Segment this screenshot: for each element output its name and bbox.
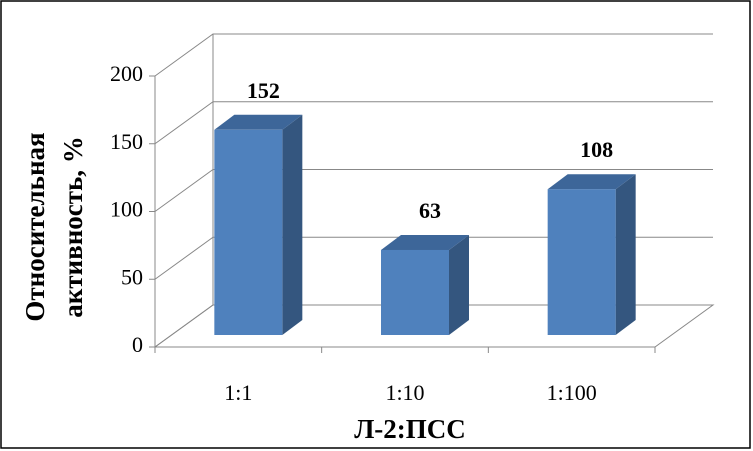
bar-side <box>615 174 636 335</box>
x-axis-title: Л-2:ПСС <box>354 414 466 444</box>
bar <box>381 249 449 335</box>
value-label: 108 <box>580 137 613 162</box>
y-tick-label: 0 <box>132 332 143 357</box>
x-tick-label: 1:10 <box>385 380 424 405</box>
bar <box>214 129 283 335</box>
grid-line <box>154 304 713 348</box>
y-tick-label: 200 <box>110 61 143 86</box>
x-tick-label: 1:1 <box>224 380 252 405</box>
bar-top <box>214 114 303 130</box>
y-tick-label: 100 <box>110 197 143 222</box>
value-label: 63 <box>419 198 441 223</box>
bar-top <box>381 234 469 250</box>
bar <box>547 189 616 335</box>
x-tick-label: 1:100 <box>547 380 597 405</box>
y-tick-label: 150 <box>110 129 143 154</box>
grid-line <box>154 236 713 280</box>
bar-side <box>449 234 469 335</box>
bar-top <box>547 174 636 190</box>
grid-line <box>154 33 713 77</box>
value-label: 152 <box>247 78 280 103</box>
bar-side <box>282 114 303 335</box>
y-axis-title: Относительная <box>20 132 50 321</box>
grid-line <box>154 101 713 145</box>
grid-line <box>154 169 713 212</box>
y-tick-label: 50 <box>121 264 143 289</box>
y-axis-title: активность, % <box>58 136 88 318</box>
